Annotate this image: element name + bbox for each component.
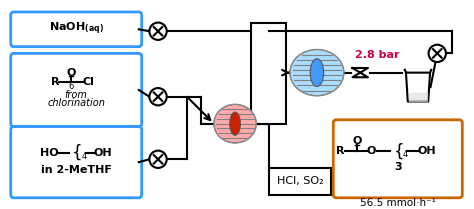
FancyBboxPatch shape [11, 127, 142, 198]
Circle shape [149, 23, 167, 40]
Text: NaOH$_{\mathregular{(aq)}}$: NaOH$_{\mathregular{(aq)}}$ [49, 20, 104, 37]
FancyBboxPatch shape [333, 120, 462, 198]
Text: $\mathregular{\{}$: $\mathregular{\{}$ [392, 141, 403, 161]
Circle shape [428, 45, 446, 62]
Text: O: O [366, 146, 375, 156]
Circle shape [149, 88, 167, 105]
Ellipse shape [310, 59, 324, 87]
Text: R: R [51, 77, 59, 87]
Text: HCl, SO₂: HCl, SO₂ [277, 176, 323, 186]
Circle shape [149, 151, 167, 168]
Text: chlorination: chlorination [47, 98, 105, 108]
Text: 3: 3 [394, 162, 401, 172]
Bar [269, 168, 331, 195]
Ellipse shape [230, 112, 240, 135]
Text: 56.5 mmol·h⁻¹: 56.5 mmol·h⁻¹ [360, 198, 436, 208]
Text: 4: 4 [82, 152, 87, 161]
Text: 2.8 bar: 2.8 bar [356, 50, 400, 60]
Ellipse shape [214, 104, 256, 143]
Text: O: O [353, 136, 362, 147]
Text: 6: 6 [69, 82, 74, 91]
Polygon shape [353, 68, 368, 77]
Text: 4: 4 [403, 150, 408, 159]
FancyBboxPatch shape [11, 12, 142, 47]
Text: R: R [336, 146, 344, 156]
FancyBboxPatch shape [11, 53, 142, 127]
Text: OH: OH [417, 146, 436, 156]
Polygon shape [409, 93, 427, 101]
Bar [251, 23, 286, 124]
Text: in 2-MeTHF: in 2-MeTHF [41, 165, 112, 175]
Text: OH: OH [94, 148, 112, 158]
Text: Cl: Cl [83, 77, 95, 87]
Text: O: O [67, 68, 76, 78]
Polygon shape [406, 73, 430, 102]
Text: from: from [65, 90, 88, 100]
Text: HO: HO [40, 148, 59, 158]
Text: $\mathregular{\{}$: $\mathregular{\{}$ [71, 143, 82, 162]
Ellipse shape [290, 50, 344, 96]
